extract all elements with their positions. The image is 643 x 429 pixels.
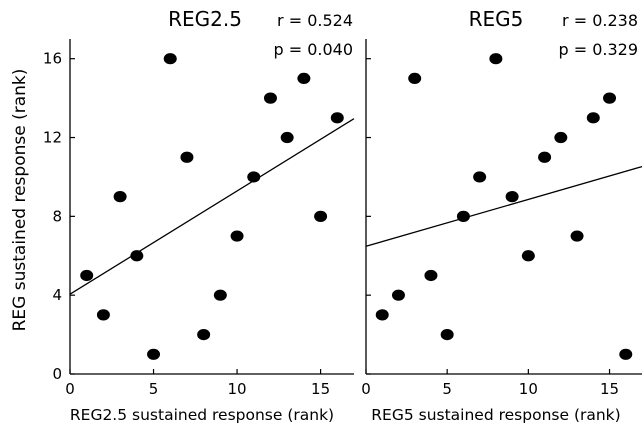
data-point	[96, 309, 110, 321]
data-point	[80, 269, 94, 282]
panel-reg2-5: REG2.5 r = 0.524 p = 0.040 REG2.5 sustai…	[43, 7, 355, 424]
data-point	[456, 210, 470, 222]
data-point	[147, 348, 161, 360]
data-point	[230, 230, 244, 242]
data-point	[521, 250, 535, 262]
p-annotation: p = 0.329	[558, 40, 638, 59]
data-point	[263, 92, 277, 104]
data-point	[314, 210, 328, 222]
data-point	[619, 348, 633, 360]
data-point	[489, 53, 503, 65]
data-point	[375, 309, 389, 321]
p-annotation: p = 0.040	[273, 40, 353, 59]
data-point	[554, 131, 568, 144]
r-annotation: r = 0.238	[562, 11, 638, 30]
y-tick-label: 0	[52, 365, 62, 383]
y-tick-label: 8	[52, 207, 62, 225]
data-point	[180, 151, 194, 163]
data-point	[213, 289, 227, 301]
regression-line	[69, 118, 355, 295]
x-tick-label: 5	[149, 380, 159, 398]
data-point	[163, 53, 177, 65]
x-tick-label: 0	[65, 380, 75, 398]
data-point	[424, 269, 438, 282]
data-point	[473, 171, 487, 183]
x-tick-label: 10	[228, 380, 247, 398]
data-point	[538, 151, 552, 163]
data-point	[391, 289, 405, 301]
y-tick-label: 16	[43, 50, 62, 68]
data-point	[280, 131, 294, 144]
data-point	[330, 112, 344, 124]
data-point	[113, 191, 127, 203]
panel-title: REG2.5	[168, 7, 242, 31]
x-tick-label: 15	[311, 380, 330, 398]
x-axis-label: REG5 sustained response (rank)	[371, 406, 620, 424]
regression-line	[365, 165, 643, 247]
x-tick-label: 5	[442, 380, 452, 398]
x-tick-label: 0	[361, 380, 371, 398]
r-annotation: r = 0.524	[277, 11, 353, 30]
data-point	[505, 191, 519, 203]
data-point	[586, 112, 600, 124]
x-tick-label: 15	[600, 380, 619, 398]
panel-reg5: REG5 r = 0.238 p = 0.329 REG5 sustained …	[361, 7, 643, 424]
y-tick-label: 4	[52, 286, 62, 304]
data-point	[130, 250, 144, 262]
data-point	[570, 230, 584, 242]
x-axis-label: REG2.5 sustained response (rank)	[70, 406, 334, 424]
data-point	[297, 72, 311, 85]
data-point	[197, 328, 211, 341]
data-point	[247, 171, 261, 183]
panel-title: REG5	[469, 7, 524, 31]
data-point	[440, 328, 454, 341]
data-point	[408, 72, 422, 85]
x-tick-label: 10	[519, 380, 538, 398]
y-axis-label: REG sustained response (rank)	[10, 69, 30, 332]
data-point	[603, 92, 617, 104]
y-tick-label: 12	[43, 129, 62, 147]
